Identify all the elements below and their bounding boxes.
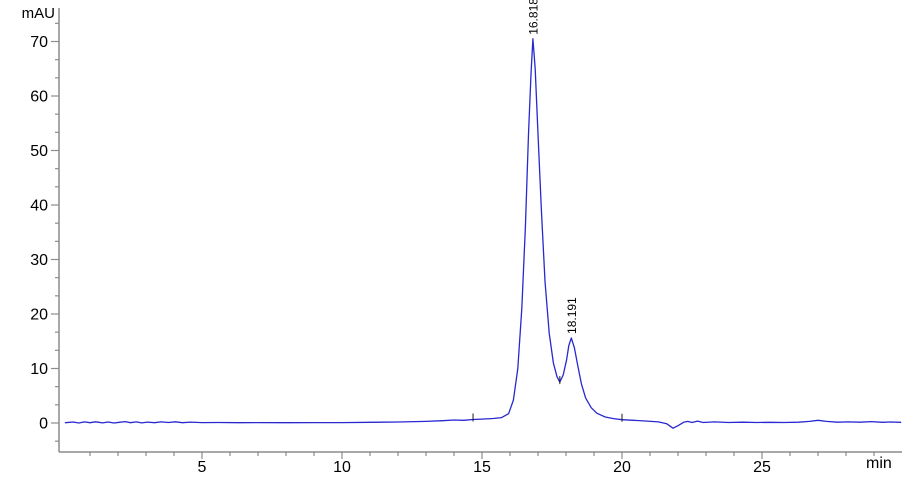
peak-retention-time-label: 18.191 bbox=[565, 297, 579, 334]
x-axis-unit-label: min bbox=[866, 455, 892, 472]
x-tick-label: 15 bbox=[473, 459, 491, 476]
y-tick-label: 10 bbox=[30, 361, 48, 378]
x-tick-label: 20 bbox=[613, 459, 631, 476]
y-axis-unit-label: mAU bbox=[21, 5, 55, 22]
y-tick-label: 0 bbox=[39, 416, 48, 433]
x-tick-label: 5 bbox=[198, 459, 207, 476]
peak-retention-time-label: 16.818 bbox=[526, 0, 540, 35]
y-tick-label: 70 bbox=[30, 34, 48, 51]
y-tick-label: 20 bbox=[30, 307, 48, 324]
x-tick-label: 25 bbox=[753, 459, 771, 476]
y-tick-label: 40 bbox=[30, 198, 48, 215]
chromatogram-trace bbox=[64, 38, 902, 429]
y-tick-label: 50 bbox=[30, 143, 48, 160]
y-tick-label: 30 bbox=[30, 252, 48, 269]
x-tick-label: 10 bbox=[333, 459, 351, 476]
y-tick-label: 60 bbox=[30, 89, 48, 106]
